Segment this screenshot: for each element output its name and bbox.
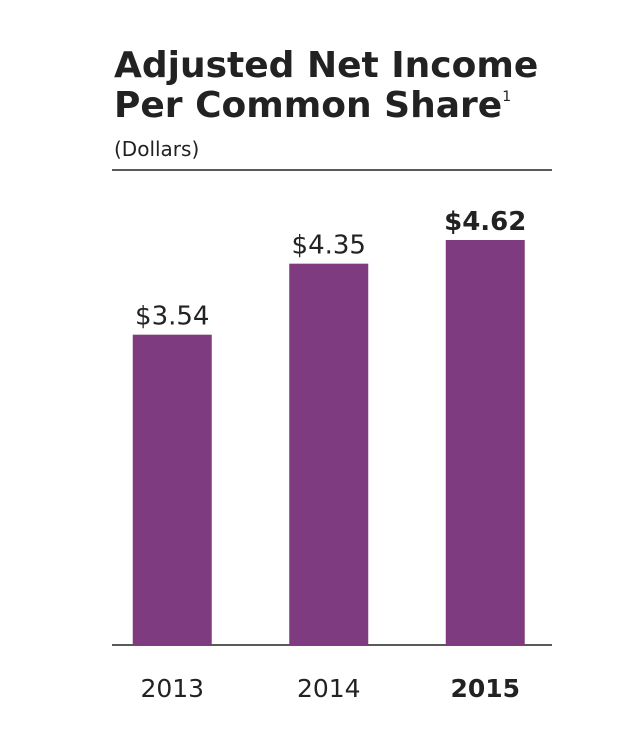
value-label: $4.35 — [292, 231, 366, 261]
bar — [132, 334, 212, 645]
chart-subtitle: (Dollars) — [114, 137, 199, 161]
bar — [289, 263, 369, 645]
title-footnote: 1 — [502, 89, 511, 105]
chart-title: Per Common Share1 — [114, 85, 511, 126]
bar — [445, 240, 525, 645]
value-label: $3.54 — [135, 302, 209, 332]
x-tick-label: 2013 — [140, 674, 204, 703]
chart-title-line: Per Common Share — [114, 85, 502, 126]
x-tick-label: 2014 — [297, 674, 361, 703]
x-tick-label: 2015 — [450, 674, 520, 703]
chart-title: Adjusted Net Income — [114, 45, 538, 86]
value-label: $4.62 — [444, 207, 526, 237]
